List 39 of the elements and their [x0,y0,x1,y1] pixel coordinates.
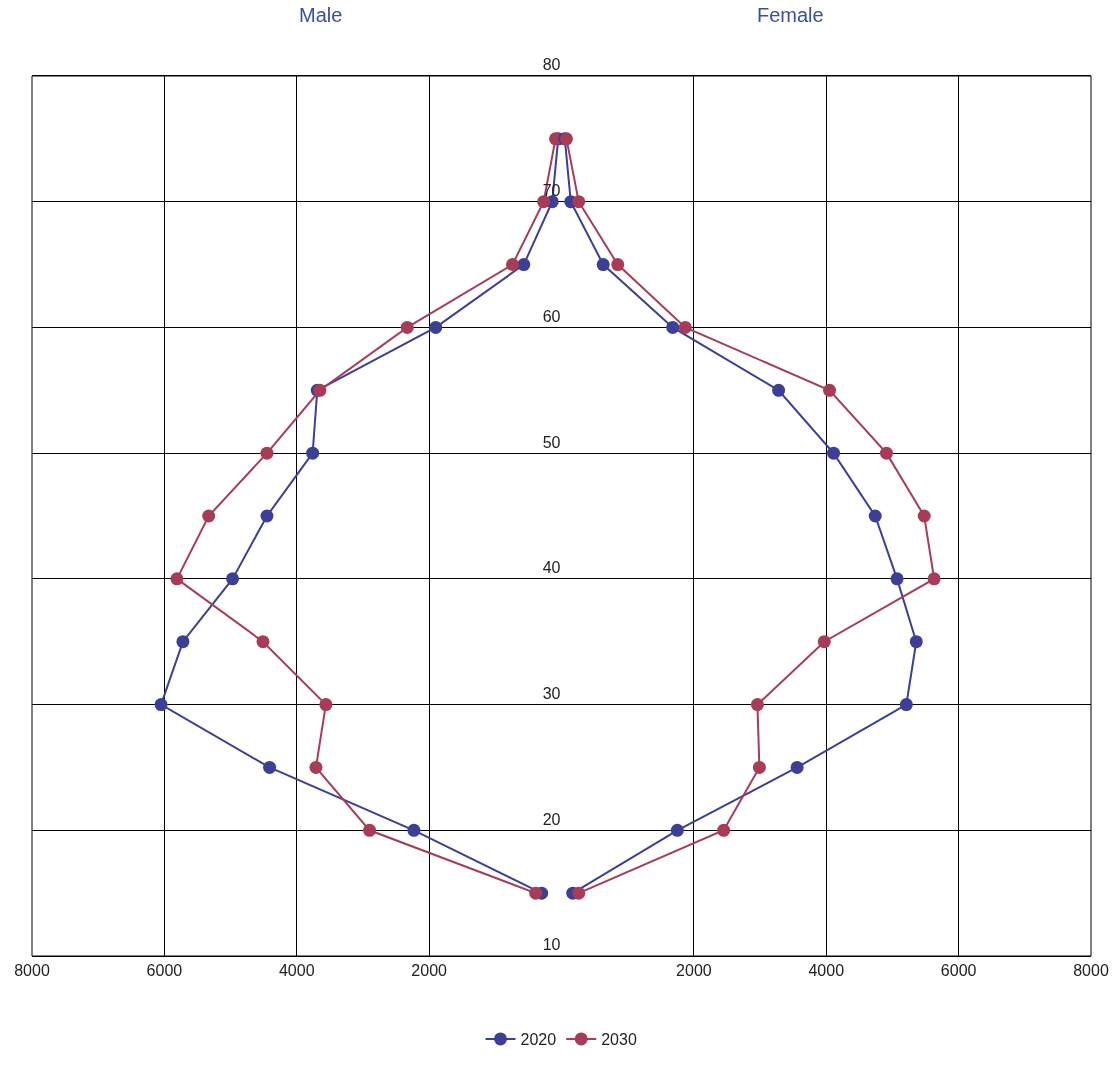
x-tick-label: 8000 [1073,962,1109,980]
point [176,635,190,649]
x-tick-label: 2000 [411,962,448,980]
point [319,698,333,712]
point [202,509,216,523]
point [400,320,414,334]
legend-label: 2030 [601,1031,637,1049]
point [170,572,184,586]
point [226,572,240,586]
x-tick-label: 6000 [940,962,977,980]
y-tick-label: 40 [542,559,561,577]
chart-title: Male [299,4,343,26]
x-tick-label: 2000 [676,962,712,980]
point [363,823,377,837]
y-tick-label: 60 [542,307,561,325]
y-tick-label: 30 [542,684,561,702]
point [529,886,543,900]
y-tick-label: 80 [542,56,561,74]
point [263,760,277,774]
point [407,823,421,837]
point [429,320,443,334]
point [256,635,270,649]
y-tick-label: 10 [542,936,561,954]
x-tick-label: 8000 [14,962,50,980]
x-tick-label: 6000 [146,962,183,980]
point [260,509,274,523]
y-tick-label: 50 [542,433,561,451]
point [537,195,551,209]
point [309,760,323,774]
point [260,446,274,460]
x-tick-label: 4000 [278,962,315,980]
x-tick-label: 4000 [808,962,845,980]
point [517,258,531,272]
legend-label: 2020 [520,1031,557,1049]
y-tick-label: 20 [542,810,561,828]
chart-title: Female [757,4,824,26]
point [154,698,168,712]
point [506,258,520,272]
point [306,446,320,460]
